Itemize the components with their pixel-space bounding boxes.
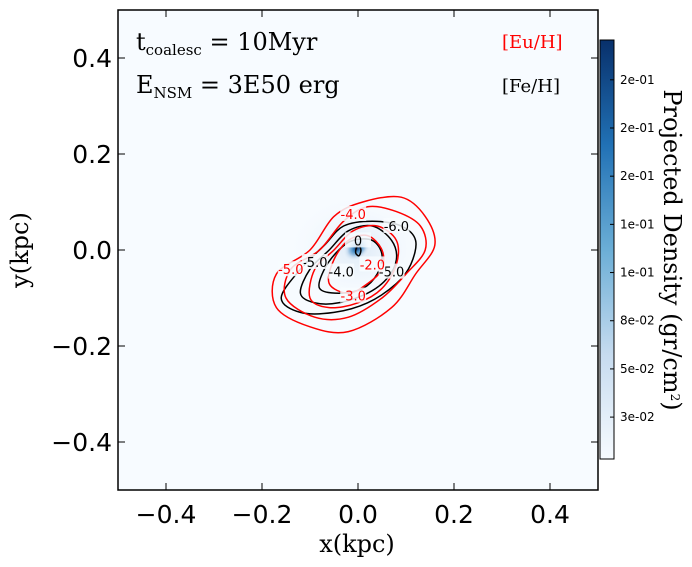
y-axis-ticks: 0.4 0.2 0.0 −0.2 −0.4: [51, 44, 598, 457]
euh-contour-line: [271, 195, 436, 334]
colorbar-label: Projected Density (gr/cm2): [658, 89, 686, 410]
x-tick-label: 0.4: [530, 500, 570, 529]
colorbar-ticks: 2e-01 2e-01 2e-01 1e-01 1e-01 8e-02 5e-02 3e-02: [610, 73, 655, 424]
colorbar-tick-label: 2e-01: [620, 121, 655, 135]
colorbar-tick-label: 5e-02: [620, 362, 655, 376]
euh-contour-line: [308, 224, 400, 309]
y-tick-label: −0.4: [51, 428, 112, 457]
euh-contours: [271, 195, 436, 334]
y-tick-label: 0.0: [72, 236, 112, 265]
x-tick-label: −0.4: [136, 500, 197, 529]
colorbar-tick-label: 3e-02: [620, 410, 655, 424]
feh-contour-line: [299, 224, 398, 305]
feh-contour-label: -6.0: [384, 220, 409, 235]
feh-contour-label-bg: [383, 218, 410, 233]
colorbar: [599, 39, 615, 460]
euh-contour-label-bg: [359, 256, 386, 272]
y-tick-label: 0.2: [72, 140, 112, 169]
x-tick-label: 0.2: [434, 500, 474, 529]
euh-contour-label: -3.0: [341, 290, 366, 305]
euh-contour-label: -4.0: [341, 208, 366, 223]
feh-contour-label: -5.0: [302, 256, 327, 271]
y-tick-label: −0.2: [51, 332, 112, 361]
euh-contour-line: [283, 205, 427, 321]
colorbar-tick-label: 2e-01: [620, 73, 655, 87]
feh-contour-label: 0: [354, 234, 362, 249]
euh-contour-label-bg: [277, 261, 304, 277]
euh-contour-label-bg: [340, 287, 367, 303]
euh-contour-label: -5.0: [278, 263, 303, 278]
feh-contour-label-bg: [328, 263, 355, 279]
colorbar-tick-label: 2e-01: [620, 169, 655, 183]
feh-contour-label-bg: [345, 232, 371, 248]
x-tick-label: 0.0: [338, 500, 378, 529]
feh-contour-label: -4.0: [329, 266, 354, 281]
legend-euh: [Eu/H]: [502, 32, 563, 53]
colorbar-tick-label: 1e-01: [620, 266, 655, 280]
x-axis-ticks: −0.4 −0.2 0.0 0.2 0.4: [136, 10, 570, 529]
euh-contour-label: -2.0: [360, 258, 385, 273]
x-tick-label: −0.2: [232, 500, 293, 529]
feh-contour-label-bg: [301, 254, 328, 269]
e-nsm-annotation: ENSM = 3E50 erg: [136, 71, 340, 102]
contour-labels: -6.0-5.0-5.0-4.00-4.0-5.0 -2.0-3.0: [277, 206, 410, 305]
colorbar-tick-label: 1e-01: [620, 217, 655, 231]
y-axis-label: y(kpc): [6, 212, 34, 289]
legend-feh: [Fe/H]: [502, 76, 560, 97]
x-axis-label: x(kpc): [319, 530, 395, 558]
y-tick-label: 0.4: [72, 44, 112, 73]
colorbar-tick-label: 8e-02: [620, 314, 655, 328]
t-coalesc-annotation: tcoalesc = 10Myr: [136, 28, 318, 59]
euh-contour-label-bg: [340, 206, 367, 221]
